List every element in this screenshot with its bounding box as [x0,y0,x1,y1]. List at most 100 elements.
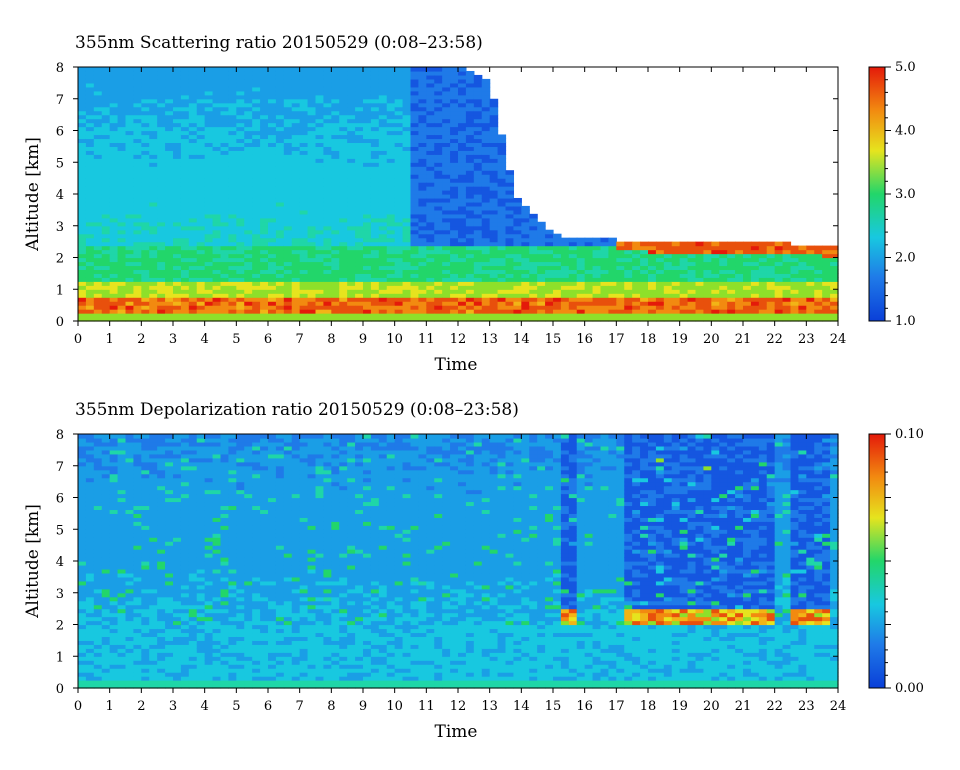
heatmap-cell [513,257,522,263]
heatmap-cell [695,265,705,271]
heatmap-cell [616,245,625,251]
heatmap-cell [78,209,87,215]
heatmap-cell [101,154,111,159]
heatmap-cell [141,265,150,271]
heatmap-cell [117,293,127,298]
heatmap-cell [616,293,625,298]
heatmap-cell [363,241,372,247]
heatmap-cell [766,317,776,322]
heatmap-cell [260,67,269,72]
heatmap-cell [101,197,111,203]
heatmap-cell [85,257,95,263]
heatmap-cell [418,67,427,72]
heatmap-cell [307,249,317,255]
heatmap-cell [790,285,800,290]
heatmap-cell [196,166,206,171]
heatmap-cell [117,253,127,259]
heatmap-cell [624,261,633,267]
heatmap-cell [505,261,515,267]
heatmap-cell [584,253,594,259]
heatmap-cell [458,241,467,247]
heatmap-cell [307,194,317,199]
heatmap-cell [236,281,245,286]
heatmap-cell [323,285,332,290]
heatmap-cell [355,241,364,247]
heatmap-cell [814,269,823,274]
heatmap-cell [220,201,230,207]
heatmap-cell [204,209,214,215]
heatmap-cell [568,245,578,251]
heatmap-cell [442,174,451,179]
heatmap-cell [85,70,95,76]
heatmap-cell [299,182,309,187]
heatmap-cell [774,317,784,322]
heatmap-cell [426,217,435,223]
heatmap-cell [450,269,459,274]
heatmap-cell [275,110,285,116]
heatmap-cell [442,106,451,112]
heatmap-cell [608,241,617,247]
heatmap-cell [418,297,427,302]
heatmap-cell [299,118,309,124]
heatmap-cell [426,249,435,255]
heatmap-cell [268,114,277,120]
heatmap-cell [141,241,150,247]
heatmap-cell [307,301,317,306]
heatmap-cell [315,221,325,227]
heatmap-cell [299,134,309,140]
heatmap-cell [291,197,301,203]
heatmap-cell [220,174,230,179]
heatmap-cell [434,237,443,243]
heatmap-cell [85,557,95,562]
heatmap-cell [521,257,530,263]
heatmap-cell [212,265,222,271]
heatmap-cell [450,90,459,96]
heatmap-cell [473,78,483,84]
heatmap-cell [418,126,427,132]
heatmap-cell [93,269,103,274]
heatmap-cell [489,261,499,267]
heatmap-cell [141,154,150,159]
heatmap-cell [790,305,800,310]
heatmap-cell [117,138,127,144]
heatmap-cell [212,305,222,310]
heatmap-cell [133,257,142,263]
heatmap-cell [339,205,348,211]
heatmap-cell [339,305,348,310]
heatmap-cell [125,261,135,267]
heatmap-cell [228,170,237,175]
heatmap-cell [109,126,119,132]
heatmap-cell [481,158,491,163]
heatmap-cell [473,313,483,318]
heatmap-cell [410,186,420,191]
heatmap-cell [394,197,404,203]
heatmap-cell [149,245,158,251]
heatmap-cell [78,608,87,614]
heatmap-cell [560,253,570,259]
heatmap-cell [442,297,451,302]
heatmap-cell [109,648,119,653]
heatmap-cell [133,269,142,274]
heatmap-cell [180,102,190,108]
heatmap-cell [85,481,95,487]
heatmap-cell [157,217,166,223]
heatmap-cell [363,162,372,167]
heatmap-cell [85,672,95,677]
heatmap-cell [196,138,206,144]
heatmap-cell [93,229,103,235]
heatmap-cell [394,190,404,195]
heatmap-cell [750,273,760,278]
heatmap-cell [695,317,705,322]
heatmap-cell [347,134,356,140]
heatmap-cell [244,67,253,72]
heatmap-cell [450,281,459,286]
heatmap-cell [85,90,95,96]
heatmap-cell [576,289,586,294]
heatmap-cell [93,221,103,227]
heatmap-cell [157,197,166,203]
heatmap-cell [141,182,150,187]
heatmap-cell [196,285,206,290]
heatmap-cell [109,114,119,120]
heatmap-cell [93,660,103,665]
heatmap-cell [616,285,625,290]
